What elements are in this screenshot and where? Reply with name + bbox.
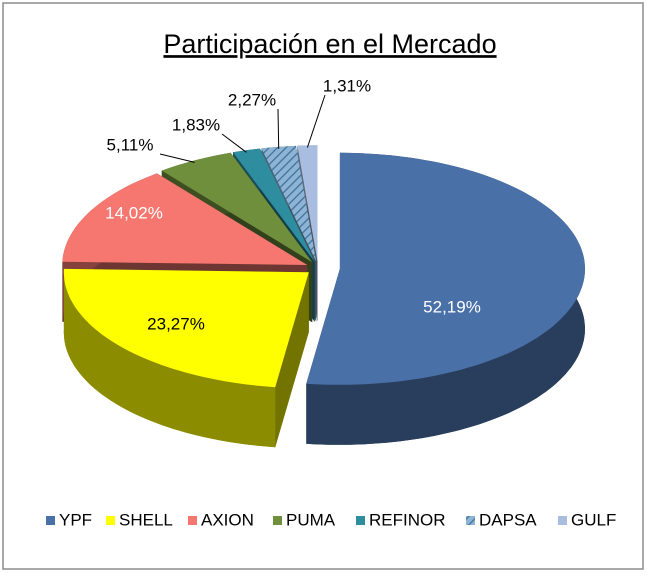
- data-label: 2,27%: [228, 90, 276, 109]
- slice: [63, 268, 309, 388]
- data-label: 14,02%: [105, 203, 163, 222]
- leader-line: [277, 108, 280, 149]
- legend-swatch: [558, 516, 567, 525]
- data-label: 5,11%: [107, 135, 154, 154]
- legend-swatch: [356, 516, 365, 525]
- legend-label: YPF: [59, 510, 92, 529]
- data-label: 52,19%: [423, 297, 481, 316]
- legend-swatch: [106, 516, 115, 525]
- data-label: 1,83%: [172, 115, 220, 134]
- slice: [297, 145, 318, 262]
- slice: [306, 152, 585, 445]
- legend-label: AXION: [201, 510, 254, 529]
- slice: [261, 145, 317, 262]
- data-label: 23,27%: [147, 314, 205, 333]
- leader-line: [221, 133, 247, 153]
- legend-label: DAPSA: [479, 510, 537, 529]
- legend-swatch: [188, 516, 197, 525]
- legend-label: GULF: [571, 510, 616, 529]
- legend-swatch: [46, 516, 55, 525]
- slice: [306, 152, 585, 385]
- slice-rim: [63, 268, 276, 448]
- slice: [62, 173, 308, 265]
- legend-label: REFINOR: [369, 510, 446, 529]
- legend-swatch: [466, 516, 475, 525]
- leader-line: [159, 153, 195, 163]
- slice: [161, 152, 313, 263]
- chart-title: Participación en el Mercado: [163, 29, 496, 59]
- data-label: 1,31%: [323, 76, 371, 95]
- legend-label: PUMA: [286, 510, 336, 529]
- legend-label: SHELL: [119, 510, 173, 529]
- leader-line: [306, 94, 326, 148]
- slice: [63, 268, 309, 448]
- legend-swatch: [273, 516, 282, 525]
- slice: [233, 148, 315, 262]
